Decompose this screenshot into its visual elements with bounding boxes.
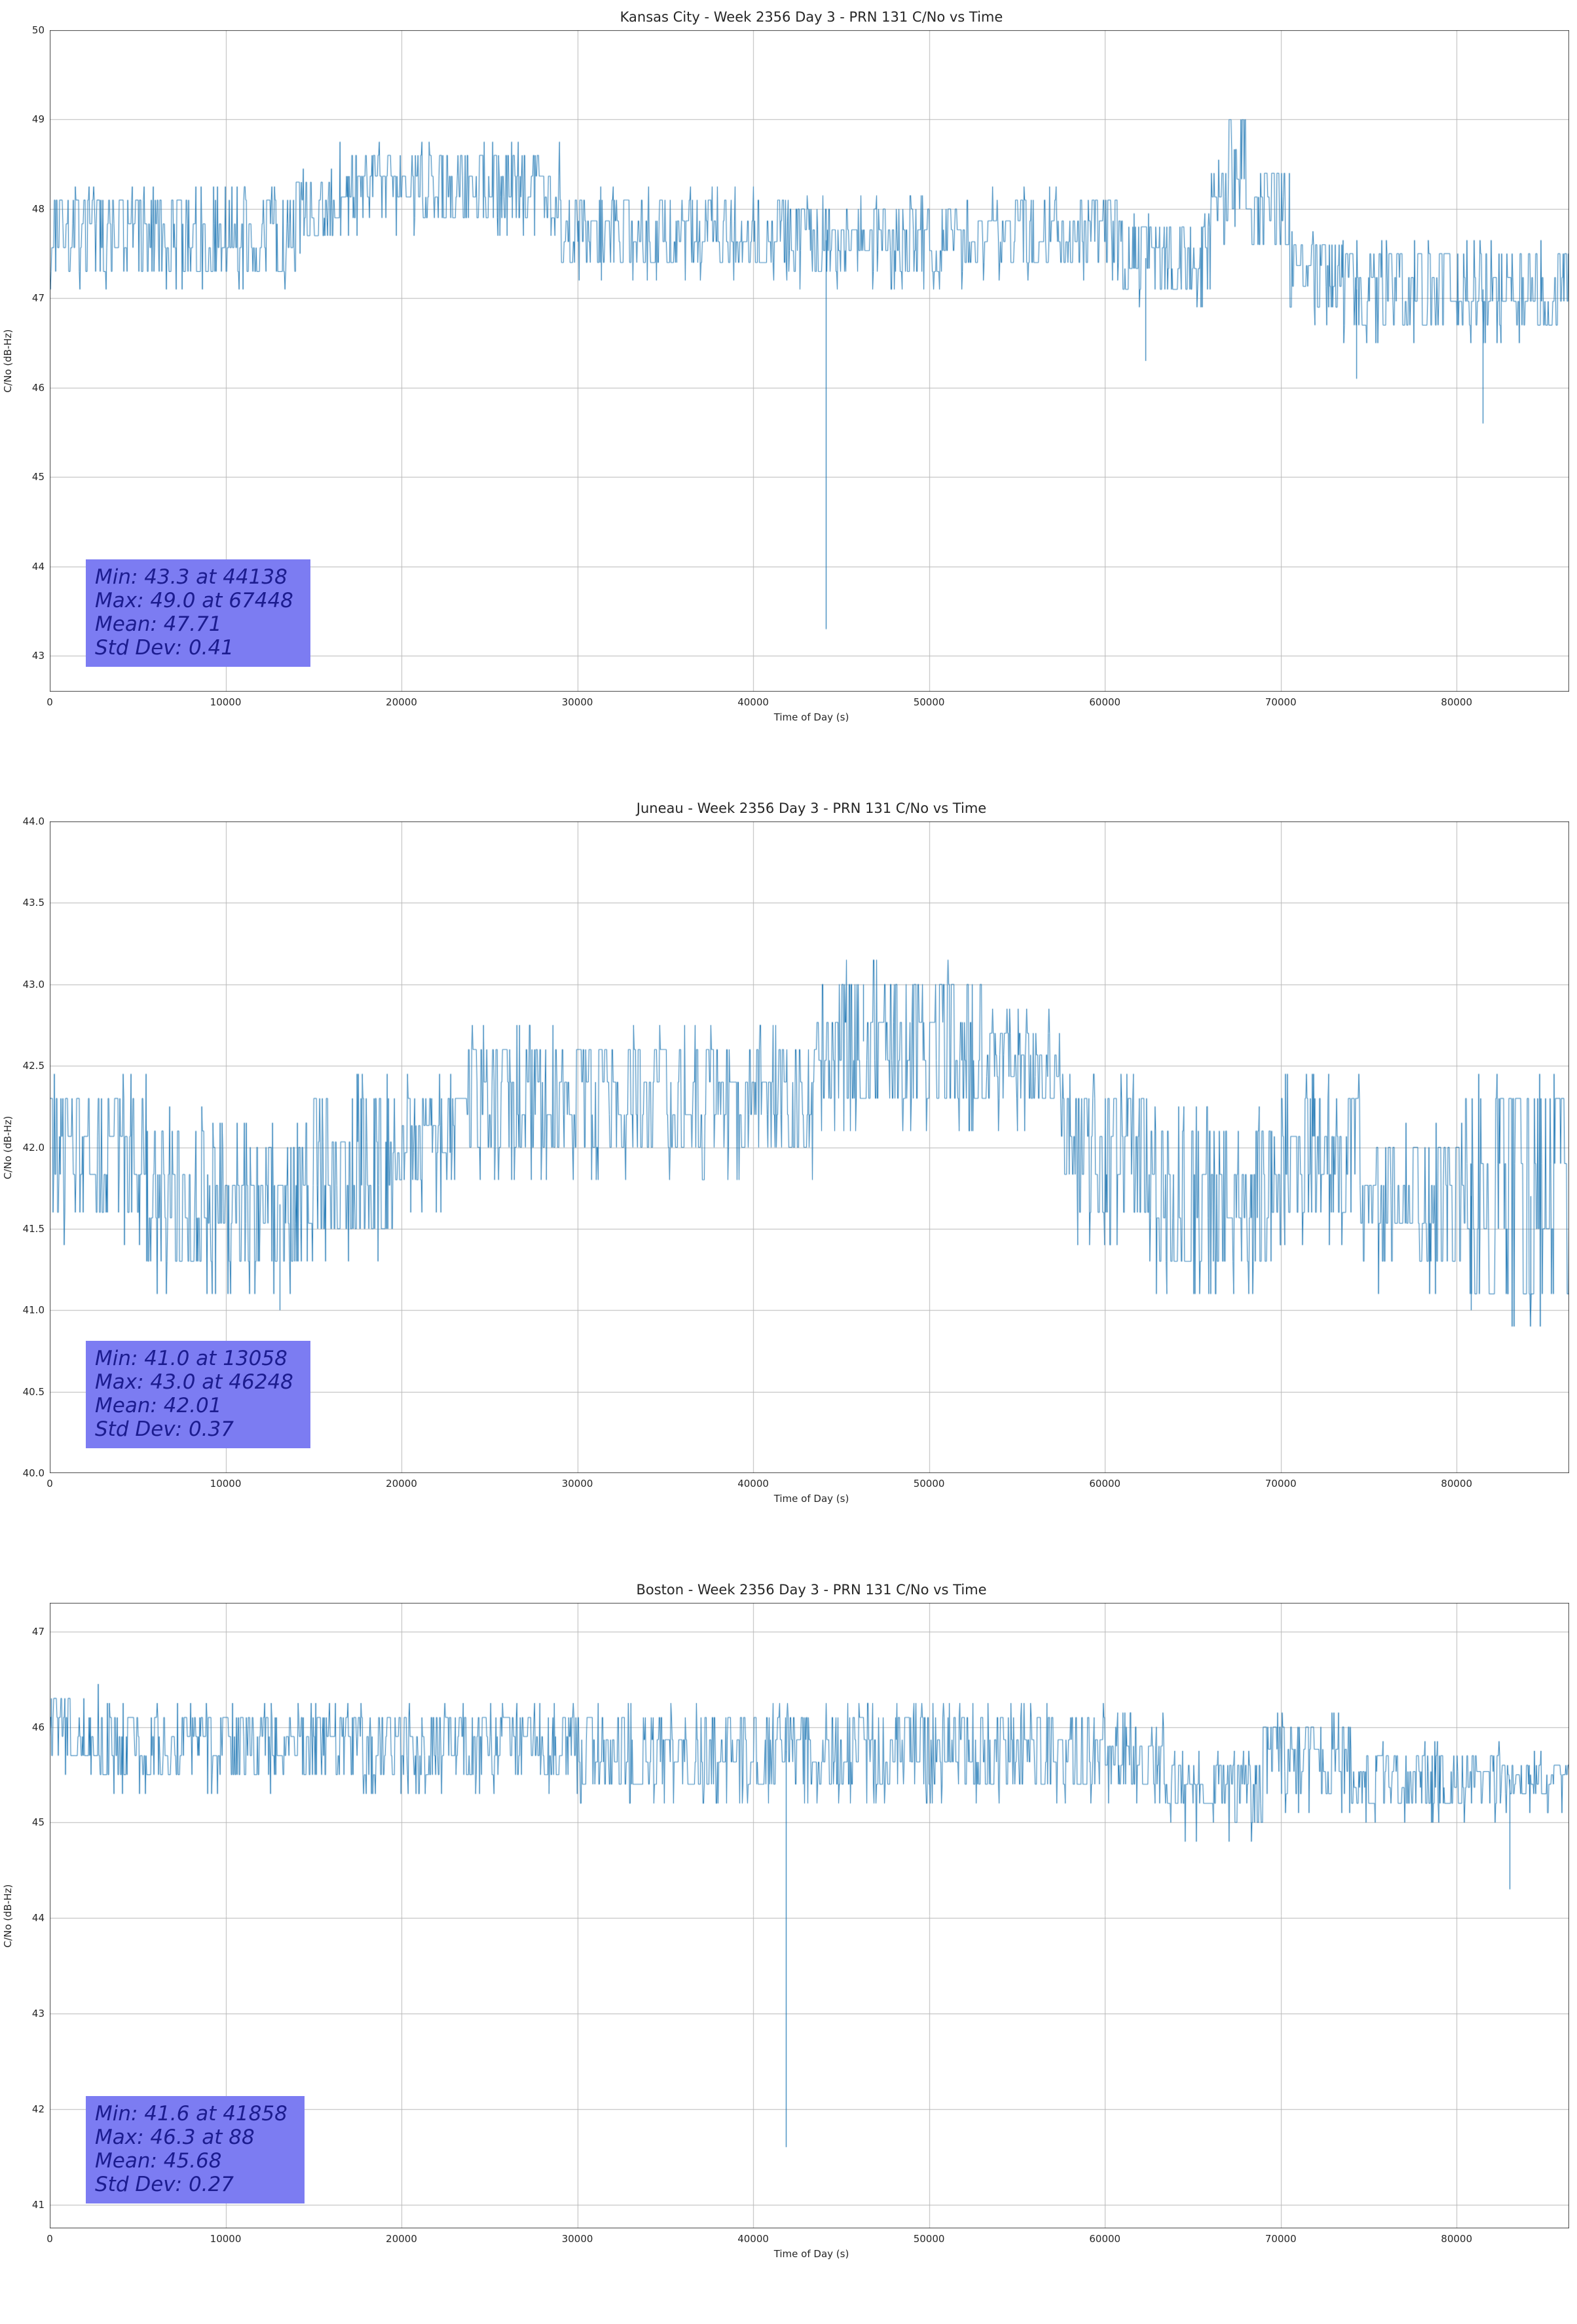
- x-tick-label: 80000: [1441, 1478, 1472, 1490]
- chart-title: Kansas City - Week 2356 Day 3 - PRN 131 …: [620, 9, 1003, 25]
- y-tick-label: 50: [31, 24, 45, 36]
- figure-kansas-city: Kansas City - Week 2356 Day 3 - PRN 131 …: [2, 9, 1573, 723]
- x-tick-label: 0: [46, 696, 53, 708]
- stats-box: Min: 43.3 at 44138 Max: 49.0 at 67448 Me…: [86, 559, 310, 667]
- x-tick-label: 70000: [1265, 2233, 1297, 2245]
- x-axis-label: Time of Day (s): [773, 2248, 849, 2260]
- x-tick-label: 70000: [1265, 696, 1297, 708]
- stats-line-std: Std Dev: 0.41: [95, 636, 234, 660]
- x-tick-label: 30000: [561, 696, 593, 708]
- x-tick-label: 70000: [1265, 1478, 1297, 1490]
- y-axis-label: C/No (dB-Hz): [2, 1115, 14, 1179]
- y-tick-label: 40.5: [22, 1385, 45, 1398]
- chart-title: Juneau - Week 2356 Day 3 - PRN 131 C/No …: [636, 800, 987, 816]
- x-tick-label: 0: [46, 2233, 53, 2245]
- x-tick-label: 50000: [913, 696, 945, 708]
- stats-line-mean: Mean: 47.71: [95, 612, 222, 637]
- stats-box: Min: 41.0 at 13058 Max: 43.0 at 46248 Me…: [86, 1341, 310, 1448]
- y-tick-label: 46: [31, 1721, 45, 1733]
- x-tick-label: 20000: [386, 2233, 417, 2245]
- stats-line-max: Max: 43.0 at 46248: [95, 1370, 293, 1395]
- stats-line-std: Std Dev: 0.27: [95, 2173, 234, 2197]
- y-tick-label: 45: [31, 1816, 45, 1829]
- y-tick-label: 48: [31, 202, 45, 215]
- x-tick-label: 10000: [210, 2233, 242, 2245]
- stats-line-max: Max: 49.0 at 67448: [95, 589, 293, 613]
- x-tick-label: 80000: [1441, 696, 1472, 708]
- y-tick-label: 41.0: [22, 1304, 45, 1317]
- stats-line-min: Min: 41.6 at 41858: [95, 2102, 288, 2126]
- x-tick-label: 50000: [913, 2233, 945, 2245]
- stats-line-mean: Mean: 42.01: [95, 1394, 222, 1418]
- stats-line-std: Std Dev: 0.37: [95, 1417, 234, 1442]
- y-tick-label: 42.0: [22, 1141, 45, 1153]
- y-tick-label: 40.0: [22, 1467, 45, 1479]
- x-tick-label: 30000: [561, 2233, 593, 2245]
- y-tick-label: 43.0: [22, 978, 45, 990]
- y-tick-label: 47: [31, 292, 45, 305]
- y-tick-label: 44.0: [22, 815, 45, 827]
- x-tick-label: 40000: [737, 696, 769, 708]
- plot-area: C/No (dB-Hz) Min: 41.6 at 41858 Max: 46.…: [2, 1603, 1569, 2245]
- x-tick-label: 30000: [561, 1478, 593, 1490]
- y-tick-label: 42: [31, 2103, 45, 2115]
- y-tick-label: 43.5: [22, 897, 45, 909]
- y-tick-label: 41: [31, 2198, 45, 2211]
- y-tick-label: 45: [31, 471, 45, 483]
- plot-area: C/No (dB-Hz) Min: 41.0 at 13058 Max: 43.…: [2, 815, 1569, 1490]
- stats-line-mean: Mean: 45.68: [95, 2149, 222, 2173]
- x-tick-label: 0: [46, 1478, 53, 1490]
- x-tick-label: 50000: [913, 1478, 945, 1490]
- x-axis-label: Time of Day (s): [773, 1493, 849, 1505]
- y-tick-label: 41.5: [22, 1222, 45, 1235]
- y-tick-label: 42.5: [22, 1060, 45, 1072]
- chart-title: Boston - Week 2356 Day 3 - PRN 131 C/No …: [636, 1582, 987, 1598]
- y-tick-label: 49: [31, 113, 45, 126]
- x-axis-label: Time of Day (s): [773, 711, 849, 723]
- x-tick-label: 40000: [737, 2233, 769, 2245]
- y-axis-label: C/No (dB-Hz): [2, 1884, 14, 1947]
- x-tick-label: 10000: [210, 696, 242, 708]
- x-tick-label: 60000: [1089, 696, 1121, 708]
- y-tick-label: 47: [31, 1625, 45, 1638]
- x-tick-label: 40000: [737, 1478, 769, 1490]
- y-tick-label: 43: [31, 650, 45, 662]
- plot-area: C/No (dB-Hz) Min: 43.3 at 44138 Max: 49.…: [2, 24, 1569, 708]
- stats-line-min: Min: 41.0 at 13058: [95, 1347, 288, 1371]
- stats-line-min: Min: 43.3 at 44138: [95, 565, 288, 590]
- x-tick-label: 10000: [210, 1478, 242, 1490]
- x-tick-label: 80000: [1441, 2233, 1472, 2245]
- stats-line-max: Max: 46.3 at 88: [95, 2126, 255, 2150]
- x-tick-label: 20000: [386, 696, 417, 708]
- x-tick-label: 20000: [386, 1478, 417, 1490]
- y-axis-label: C/No (dB-Hz): [2, 329, 14, 393]
- y-tick-label: 43: [31, 2007, 45, 2019]
- y-tick-label: 44: [31, 560, 45, 572]
- figure-juneau: Juneau - Week 2356 Day 3 - PRN 131 C/No …: [2, 800, 1573, 1505]
- x-tick-label: 60000: [1089, 2233, 1121, 2245]
- stats-box: Min: 41.6 at 41858 Max: 46.3 at 88 Mean:…: [86, 2096, 305, 2203]
- y-tick-label: 46: [31, 381, 45, 394]
- x-tick-label: 60000: [1089, 1478, 1121, 1490]
- report-page: Kansas City - Week 2356 Day 3 - PRN 131 …: [2, 9, 1573, 2260]
- y-tick-label: 44: [31, 1912, 45, 1924]
- figure-boston: Boston - Week 2356 Day 3 - PRN 131 C/No …: [2, 1582, 1573, 2260]
